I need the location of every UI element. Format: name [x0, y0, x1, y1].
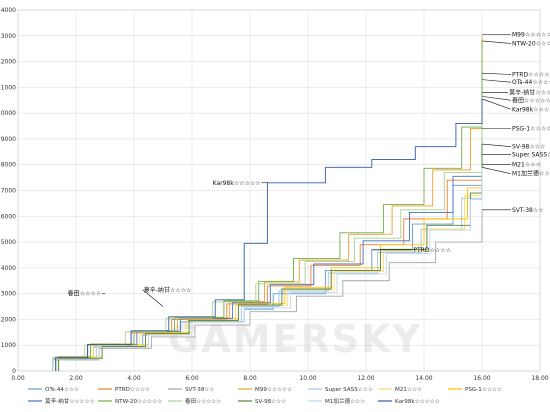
x-tick-label: 12.00 [357, 375, 374, 382]
x-tick-label: 0.00 [11, 375, 25, 382]
annotation-label: SVT-38☆☆ [512, 207, 544, 214]
annotations: M99☆☆☆☆☆NTW-20☆☆☆☆☆PTRD☆☆☆☆OTs-44☆☆☆☆莫辛-… [68, 31, 550, 307]
series-line-12 [55, 98, 483, 371]
x-tick-label: 14.00 [415, 375, 432, 382]
x-tick-label: 18.00 [531, 375, 548, 382]
y-tick-label: 4000 [1, 265, 16, 272]
y-tick-label: 1000 [1, 342, 16, 349]
watermark: GAMERSKY [168, 317, 422, 361]
series-line-11 [55, 167, 483, 371]
annotation-label: Super SASS☆☆☆ [512, 151, 550, 158]
series-line-8 [55, 40, 483, 371]
x-tick-label: 8.00 [243, 375, 257, 382]
legend-label: NTW-20☆☆☆☆☆ [115, 398, 162, 405]
annotation-label: M1加兰德☆☆☆ [512, 170, 550, 178]
y-tick-label: 7000 [1, 188, 16, 195]
legend-label: M1加兰德☆☆☆ [325, 397, 365, 405]
y-tick-label: 9000 [1, 136, 16, 143]
y-tick-label: 0 [12, 368, 16, 375]
series-lines [52, 35, 483, 371]
annotation-label: M99☆☆☆☆☆ [512, 31, 550, 38]
legend: OTs-44☆☆☆ PTRD☆☆☆☆ SVT-38☆☆ M99☆☆☆☆☆ Super S… [28, 386, 502, 405]
legend-label: M99☆☆☆☆☆ [255, 386, 292, 393]
legend-label: Kar98k☆☆☆☆☆ [395, 398, 440, 405]
annotation-label: M21☆☆☆ [512, 162, 541, 169]
y-tick-label: 13000 [0, 33, 16, 40]
annotation-leader [481, 167, 512, 175]
legend-label: 春田☆☆☆☆☆ [185, 397, 221, 405]
annotation-label: 莫辛-纳甘☆☆☆☆ [144, 286, 192, 294]
y-tick-label: 6000 [1, 213, 16, 220]
annotation-label: 春田☆☆☆☆☆ [512, 96, 550, 104]
annotation-leader [481, 72, 512, 75]
annotation-label: Kar98k☆☆☆☆☆ [512, 106, 550, 113]
annotation-label: OTs-44☆☆☆☆ [512, 79, 550, 86]
grid [17, 9, 541, 372]
series-line-2 [52, 209, 483, 371]
annotation-label: 莫辛-纳甘☆☆☆☆☆ [509, 89, 550, 97]
annotation-leader [481, 40, 512, 44]
series-line-9 [52, 96, 483, 371]
legend-label: SV-98☆☆☆ [255, 398, 286, 405]
annotation-leader [481, 98, 512, 110]
annotation-label: 春田☆☆☆☆ [68, 290, 102, 298]
annotation-leader [481, 79, 512, 83]
x-tick-label: 2.00 [69, 375, 83, 382]
legend-label: M21☆☆☆ [395, 386, 422, 393]
legend-label: PSG-1☆☆☆☆ [465, 386, 502, 393]
y-tick-label: 8000 [1, 162, 16, 169]
legend-label: PTRD☆☆☆☆ [115, 386, 150, 393]
x-tick-label: 10.00 [299, 375, 316, 382]
x-tick-label: 4.00 [127, 375, 141, 382]
annotation-label: PSG-1☆☆☆☆ [512, 126, 550, 133]
annotation-leader [142, 289, 164, 307]
annotation-leader [481, 143, 512, 147]
y-tick-label: 11000 [0, 84, 16, 91]
y-tick-label: 12000 [0, 59, 16, 66]
annotation-label: PTRD☆☆☆☆ [512, 71, 550, 78]
annotation-label: Kar98k☆☆☆☆☆ [213, 180, 261, 187]
legend-label: Super SASS☆☆☆ [325, 386, 373, 393]
legend-label: 莫辛-纳甘☆☆☆☆☆ [45, 397, 94, 405]
y-tick-label: 2000 [1, 316, 16, 323]
x-tick-label: 16.00 [473, 375, 490, 382]
legend-label: SVT-38☆☆ [185, 386, 214, 393]
legend-label: OTs-44☆☆☆ [45, 386, 79, 393]
axes: 0.00 2.00 4.00 6.00 8.00 10.00 12.00 14.00 16.00… [0, 7, 549, 382]
y-tick-label: 10000 [0, 110, 16, 117]
annotation-label: SV-98☆☆☆ [512, 144, 546, 151]
y-tick-label: 3000 [1, 291, 16, 298]
x-tick-label: 6.00 [185, 375, 199, 382]
y-tick-label: 5000 [1, 239, 16, 246]
annotation-label: PTRD☆☆☆☆ [413, 247, 451, 254]
y-tick-label: 14000 [0, 7, 16, 14]
annotation-label: NTW-20☆☆☆☆☆ [512, 41, 550, 48]
annotation-leader [481, 96, 512, 101]
